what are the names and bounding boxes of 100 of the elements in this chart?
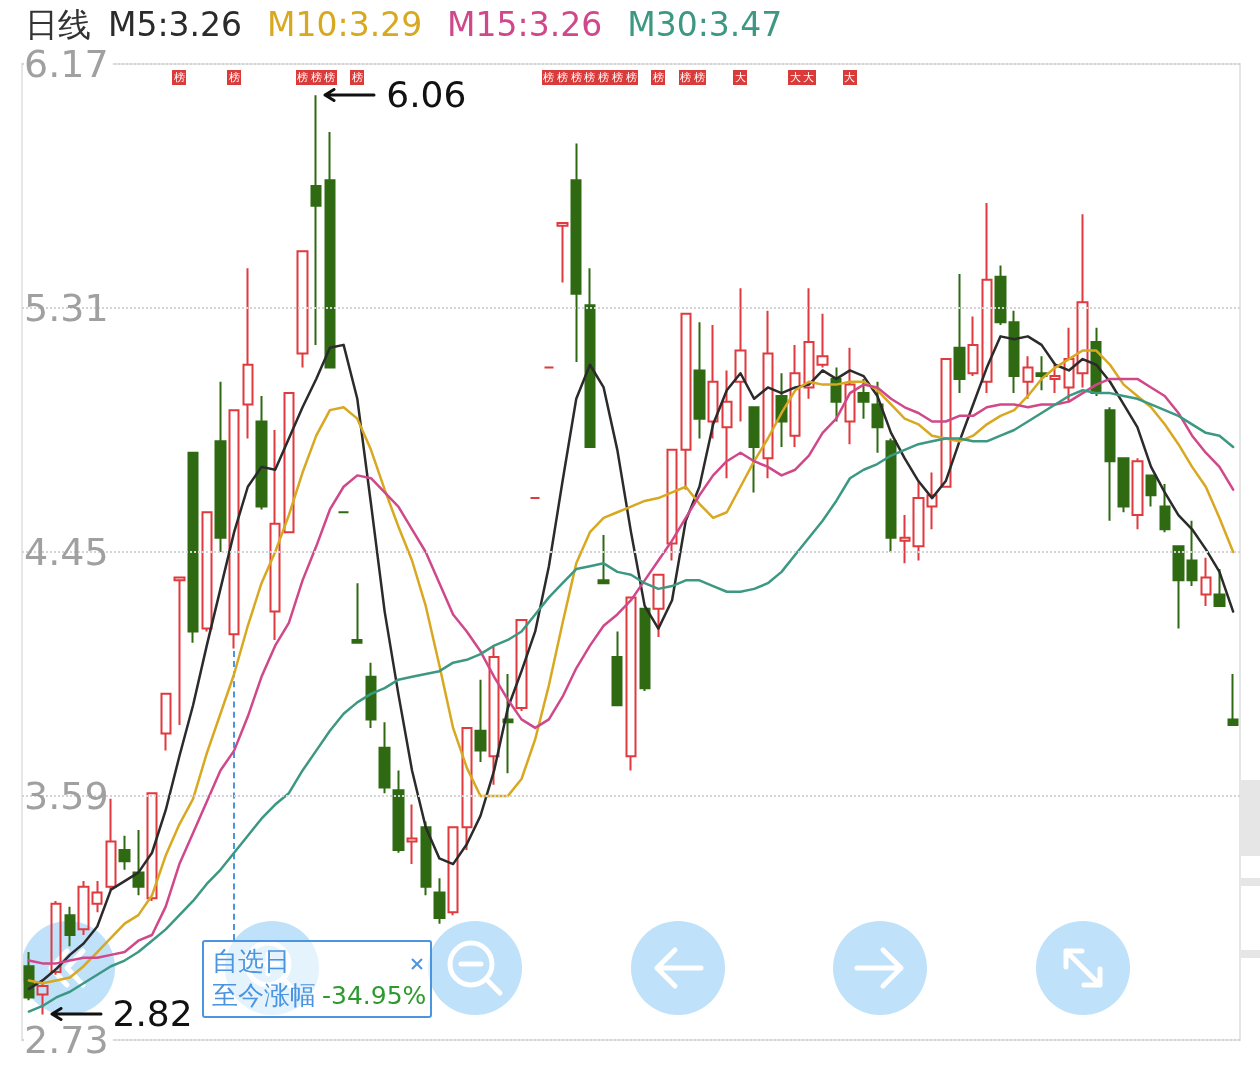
text: 榜 (570, 71, 582, 84)
candlestick (447, 826, 459, 917)
candlestick (296, 250, 309, 369)
text: 榜 (228, 71, 240, 84)
candlestick (899, 514, 911, 565)
candlestick (173, 576, 186, 727)
candlestick (570, 142, 582, 363)
candlestick (1104, 406, 1116, 522)
candlestick (871, 380, 884, 454)
text: 大 (734, 71, 746, 84)
candlestick (666, 448, 678, 562)
candlestick (611, 630, 623, 707)
candlestick (392, 769, 405, 854)
chart-title: 日线 (25, 5, 91, 44)
candlestick (1186, 519, 1198, 588)
candlestick (885, 437, 897, 553)
candlestick (981, 202, 993, 395)
candlestick (310, 94, 322, 346)
candlestick (1213, 568, 1226, 607)
candlestick (1076, 213, 1089, 389)
candlestick (461, 726, 473, 851)
candlestick (940, 358, 952, 488)
candlestick (406, 803, 418, 866)
candlestick (365, 661, 377, 729)
text: 榜 (584, 71, 596, 84)
candlestick (967, 315, 979, 378)
candlestick (1145, 474, 1157, 508)
candlestick (502, 673, 514, 775)
text: 榜 (324, 71, 336, 84)
candlestick (707, 324, 719, 440)
candlestick (283, 392, 295, 534)
candlestick (118, 834, 131, 871)
candlestick (201, 511, 213, 633)
candlestick (91, 880, 103, 914)
y-tick-label: 4.45 (24, 530, 109, 574)
candlestick (748, 406, 760, 494)
annotation: -34.95% (322, 981, 427, 1010)
candlestick (228, 409, 240, 650)
candlestick (1172, 545, 1185, 630)
y-tick-label: 3.59 (24, 774, 109, 818)
y-tick-label: 2.73 (24, 1018, 109, 1062)
y-tick-label: 5.31 (24, 286, 109, 330)
candlestick (378, 721, 391, 795)
candlestick (1049, 363, 1061, 395)
candlestick (420, 820, 432, 897)
annotation: 2.82 (112, 993, 193, 1035)
text: 榜 (598, 71, 610, 84)
annotation: 6.06 (386, 74, 467, 116)
candlestick (146, 792, 158, 902)
candlestick (77, 880, 90, 937)
candlestick (912, 480, 925, 562)
candlestick (1159, 482, 1171, 534)
text: M15:3.26 (447, 5, 603, 44)
candlestick (1063, 326, 1075, 403)
candlestick (556, 221, 569, 284)
candlestick (625, 596, 637, 772)
candlestick (857, 377, 870, 420)
text: 榜 (557, 71, 569, 84)
candlestick (680, 312, 692, 491)
candlestick (844, 346, 856, 446)
candlestick (597, 533, 610, 585)
candlestick (64, 905, 76, 948)
candlestick (803, 287, 815, 400)
text: 榜 (680, 71, 692, 84)
candlestick (36, 982, 49, 1016)
candlestick (160, 692, 172, 752)
candlestick (1200, 556, 1212, 607)
candlestick (324, 131, 336, 369)
candlestick (105, 797, 117, 891)
text: M10:3.29 (267, 5, 423, 44)
text: 榜 (173, 71, 185, 84)
candlestick (652, 573, 665, 639)
candlestick (433, 877, 446, 925)
candlestick (474, 678, 487, 763)
text: 大 (844, 71, 856, 84)
candlestick (762, 309, 774, 480)
text: 榜 (310, 71, 322, 84)
text: 大 (789, 71, 801, 84)
candlestick (1008, 309, 1020, 395)
candlestick (693, 321, 706, 440)
text: 榜 (611, 71, 623, 84)
candlestick (187, 451, 199, 644)
candlestick (1022, 355, 1034, 400)
text: 大 (803, 71, 815, 84)
y-tick-label: 6.17 (24, 42, 109, 86)
candlestick (721, 369, 733, 480)
candlestick (1035, 355, 1048, 392)
candlestick (1131, 457, 1144, 531)
candlestick (515, 619, 528, 712)
candlestick (337, 511, 350, 514)
text: 榜 (351, 71, 363, 84)
text: 榜 (652, 71, 664, 84)
candlestick (816, 312, 829, 369)
candlestick (789, 343, 801, 449)
candlestick (639, 607, 651, 693)
candlestick (734, 287, 747, 423)
candlestick (994, 264, 1007, 327)
candlestick (242, 267, 254, 440)
candlestick (584, 267, 596, 449)
text: M30:3.47 (627, 5, 783, 44)
